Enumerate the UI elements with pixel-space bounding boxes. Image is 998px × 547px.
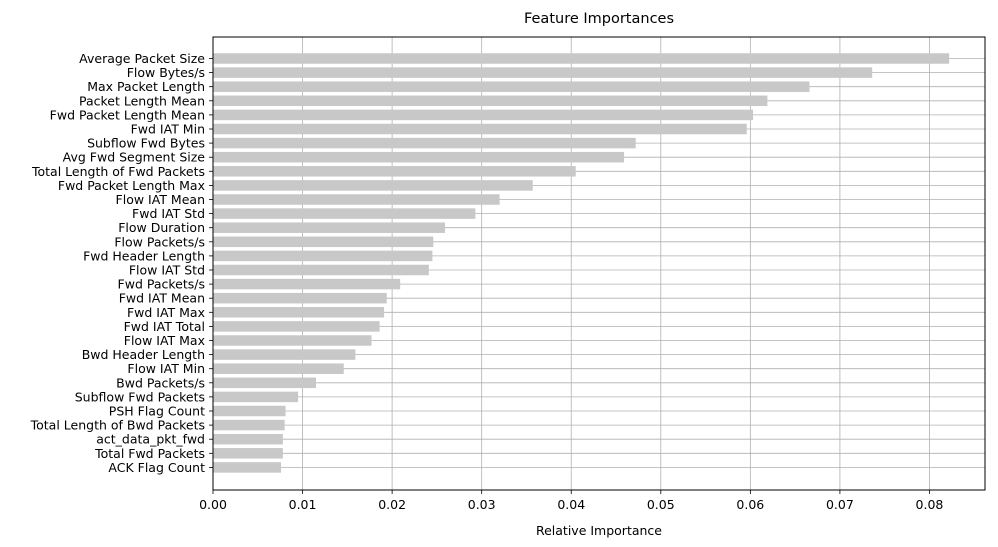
bar (213, 151, 625, 163)
y-tick-label: Bwd Header Length (82, 347, 205, 362)
y-tick-label: Flow IAT Max (124, 333, 205, 348)
bar (213, 67, 873, 78)
y-tick-label: Fwd IAT Max (127, 305, 205, 320)
bars (213, 53, 950, 473)
y-tick-label: Packet Length Mean (79, 93, 205, 108)
bar (213, 321, 380, 332)
x-tick-label: 0.04 (557, 497, 585, 512)
bar (213, 109, 754, 121)
y-tick-label: Fwd Packets/s (118, 277, 205, 292)
y-tick-label: Fwd IAT Min (131, 122, 205, 137)
y-tick-label: Subflow Fwd Packets (75, 389, 205, 404)
bar (213, 433, 283, 445)
x-axis-label: Relative Importance (536, 523, 662, 538)
x-tick-label: 0.03 (468, 497, 496, 512)
bar (213, 363, 344, 374)
bar (213, 53, 950, 64)
y-tick-label: Flow Bytes/s (127, 65, 205, 80)
bar (213, 236, 434, 248)
y-tick-label: Fwd Header Length (83, 248, 205, 263)
y-tick-label: Subflow Fwd Bytes (87, 136, 205, 151)
y-tick-label: Flow IAT Std (129, 263, 205, 278)
bar (213, 166, 576, 177)
x-tick-label: 0.07 (826, 497, 854, 512)
y-tick-label: Fwd IAT Mean (119, 291, 205, 306)
y-tick-label: Flow Duration (118, 220, 205, 235)
y-tick-label: Fwd Packet Length Mean (50, 107, 205, 122)
bar (213, 335, 372, 346)
y-tick-label: Max Packet Length (87, 79, 205, 94)
bar (213, 250, 433, 262)
y-tick-label: Total Length of Fwd Packets (31, 164, 205, 179)
y-tick-label: act_data_pkt_fwd (96, 432, 205, 447)
x-tick-label: 0.06 (736, 497, 764, 512)
y-tick-label: Flow Packets/s (114, 234, 205, 249)
x-tick-label: 0.05 (647, 497, 675, 512)
y-tick-label: Flow IAT Mean (116, 192, 205, 207)
bar (213, 194, 500, 205)
y-tick-label: Total Fwd Packets (94, 446, 205, 461)
bar (213, 278, 401, 290)
x-tick-label: 0.01 (289, 497, 317, 512)
bar (213, 292, 387, 304)
y-tick-label: Fwd Packet Length Max (58, 178, 205, 193)
bar (213, 405, 286, 417)
y-tick-label: Total Length of Bwd Packets (30, 418, 205, 433)
bar (213, 391, 299, 403)
bar (213, 264, 429, 276)
bar (213, 349, 356, 360)
bar (213, 448, 283, 459)
y-tick-label: Bwd Packets/s (116, 375, 205, 390)
bar (213, 377, 316, 389)
y-tick-label: Average Packet Size (79, 51, 205, 66)
bar (213, 180, 533, 191)
bar (213, 81, 810, 92)
x-ticks: 0.00 0.01 0.02 0.03 0.04 0.05 0.06 0.07 0.08 (199, 490, 943, 512)
x-tick-label: 0.00 (199, 497, 227, 512)
bar (213, 95, 768, 107)
y-tick-label: Fwd IAT Total (124, 319, 205, 334)
chart-title: Feature Importances (524, 11, 674, 27)
bar (213, 307, 385, 318)
bar (213, 419, 285, 431)
bar (213, 137, 636, 149)
x-tick-label: 0.02 (378, 497, 406, 512)
y-tick-label: Avg Fwd Segment Size (63, 150, 206, 165)
y-tick-label: PSH Flag Count (109, 404, 205, 419)
y-tick-label: Flow IAT Min (127, 361, 205, 376)
bar (213, 208, 476, 219)
y-tick-label: ACK Flag Count (108, 460, 205, 475)
bar (213, 222, 445, 233)
plot-frame (212, 36, 986, 491)
x-tick-label: 0.08 (916, 497, 944, 512)
y-tick-label: Fwd IAT Std (132, 206, 205, 221)
bar (213, 462, 282, 473)
bar (213, 123, 747, 135)
